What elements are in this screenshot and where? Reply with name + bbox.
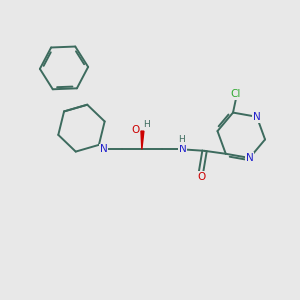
- Text: Cl: Cl: [231, 89, 241, 99]
- Text: H: H: [178, 135, 185, 144]
- Text: N: N: [246, 153, 254, 163]
- Text: N: N: [178, 144, 186, 154]
- Text: O: O: [131, 124, 139, 135]
- Text: N: N: [100, 144, 107, 154]
- Text: O: O: [197, 172, 205, 182]
- Text: H: H: [143, 120, 150, 129]
- Polygon shape: [141, 131, 144, 149]
- Text: N: N: [253, 112, 261, 122]
